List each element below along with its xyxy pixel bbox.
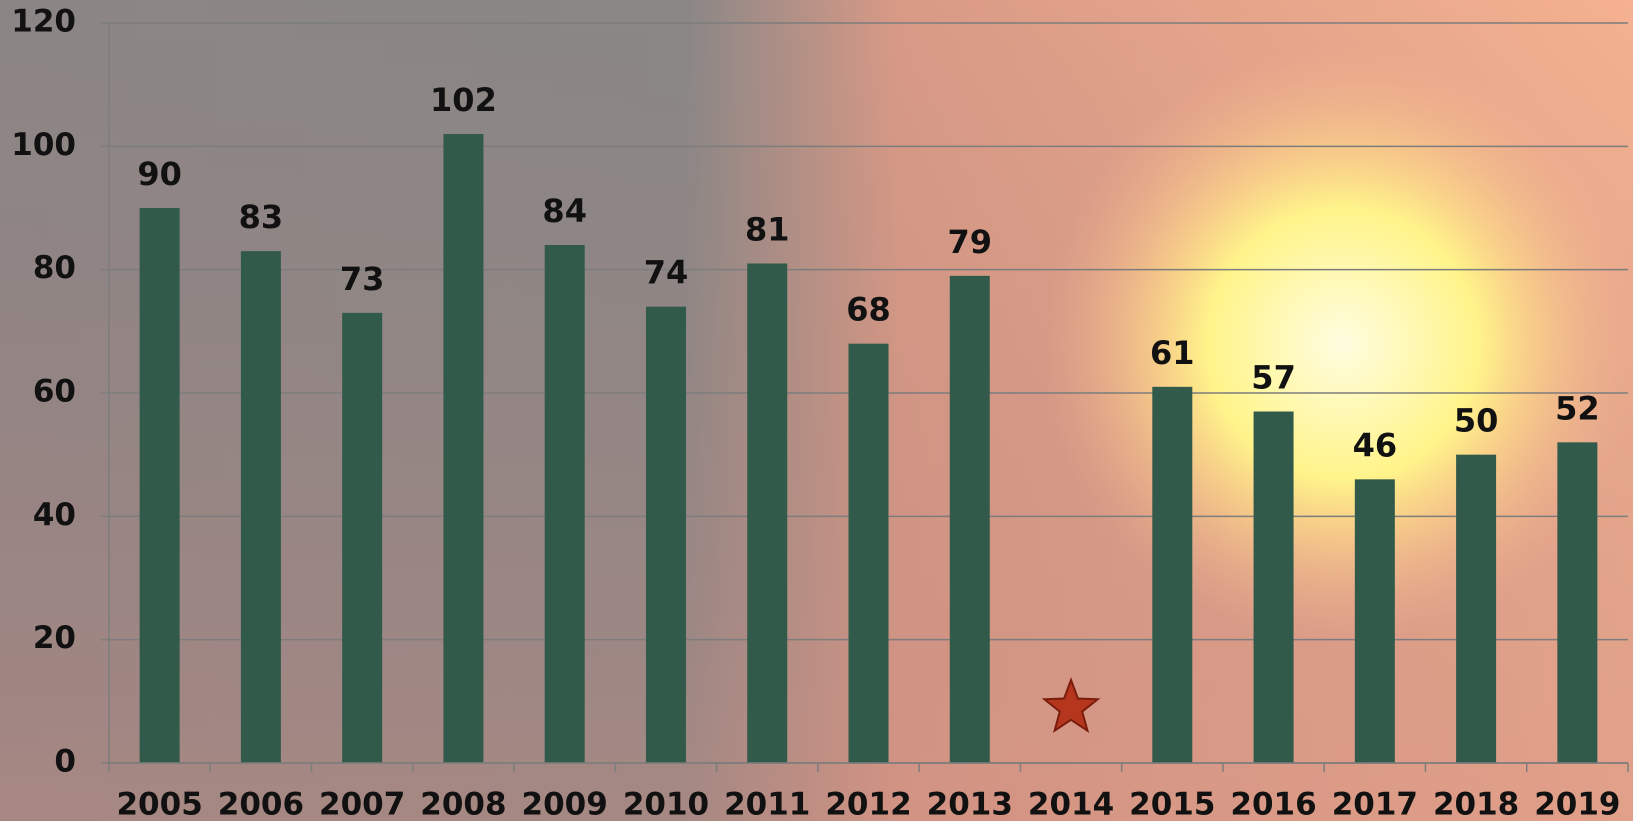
value-label: 83 bbox=[239, 198, 284, 236]
value-label: 46 bbox=[1353, 426, 1398, 464]
y-tick-label: 100 bbox=[11, 127, 76, 163]
value-label: 74 bbox=[644, 254, 689, 292]
bar bbox=[1254, 412, 1294, 764]
x-tick-label: 2014 bbox=[1028, 787, 1114, 821]
bar bbox=[545, 245, 585, 763]
bar bbox=[747, 264, 787, 764]
value-label: 81 bbox=[745, 211, 790, 249]
x-tick-label: 2013 bbox=[927, 787, 1013, 821]
sun bbox=[1043, 44, 1633, 644]
bar bbox=[1557, 442, 1597, 763]
bar bbox=[140, 208, 180, 763]
value-label: 90 bbox=[137, 155, 182, 193]
bar bbox=[1456, 455, 1496, 763]
value-label: 57 bbox=[1251, 359, 1296, 397]
x-tick-label: 2018 bbox=[1433, 787, 1519, 821]
value-label: 79 bbox=[948, 223, 993, 261]
bar bbox=[443, 134, 483, 763]
bar bbox=[241, 251, 281, 763]
y-tick-label: 60 bbox=[33, 374, 76, 410]
value-label: 84 bbox=[542, 192, 587, 230]
bar bbox=[342, 313, 382, 763]
bar bbox=[646, 307, 686, 763]
bar bbox=[1355, 479, 1395, 763]
value-label: 73 bbox=[340, 260, 385, 298]
x-tick-label: 2016 bbox=[1230, 787, 1316, 821]
y-tick-label: 0 bbox=[54, 744, 76, 780]
x-tick-label: 2006 bbox=[218, 787, 304, 821]
x-tick-label: 2019 bbox=[1534, 787, 1620, 821]
bar bbox=[1152, 387, 1192, 763]
bar bbox=[950, 276, 990, 763]
x-tick-label: 2011 bbox=[724, 787, 810, 821]
value-label: 68 bbox=[846, 291, 891, 329]
value-label: 52 bbox=[1555, 389, 1600, 427]
y-tick-label: 20 bbox=[33, 620, 76, 656]
value-label: 50 bbox=[1454, 402, 1499, 440]
y-tick-label: 80 bbox=[33, 250, 76, 286]
y-tick-label: 40 bbox=[33, 497, 76, 533]
value-label: 61 bbox=[1150, 334, 1195, 372]
x-tick-label: 2010 bbox=[623, 787, 709, 821]
x-tick-label: 2005 bbox=[116, 787, 202, 821]
x-tick-label: 2009 bbox=[522, 787, 608, 821]
value-label: 102 bbox=[430, 81, 497, 119]
x-tick-label: 2008 bbox=[420, 787, 506, 821]
x-tick-label: 2012 bbox=[825, 787, 911, 821]
bar bbox=[849, 344, 889, 763]
y-tick-label: 120 bbox=[11, 4, 76, 40]
x-tick-label: 2007 bbox=[319, 787, 405, 821]
page: {"chart_data": {"type": "bar", "categori… bbox=[0, 0, 1633, 821]
x-tick-label: 2017 bbox=[1332, 787, 1418, 821]
x-tick-label: 2015 bbox=[1129, 787, 1215, 821]
chart: 0 20 40 60 80 100 120 2005 90 2006 83 2007 73 2008 102… bbox=[0, 0, 1633, 821]
